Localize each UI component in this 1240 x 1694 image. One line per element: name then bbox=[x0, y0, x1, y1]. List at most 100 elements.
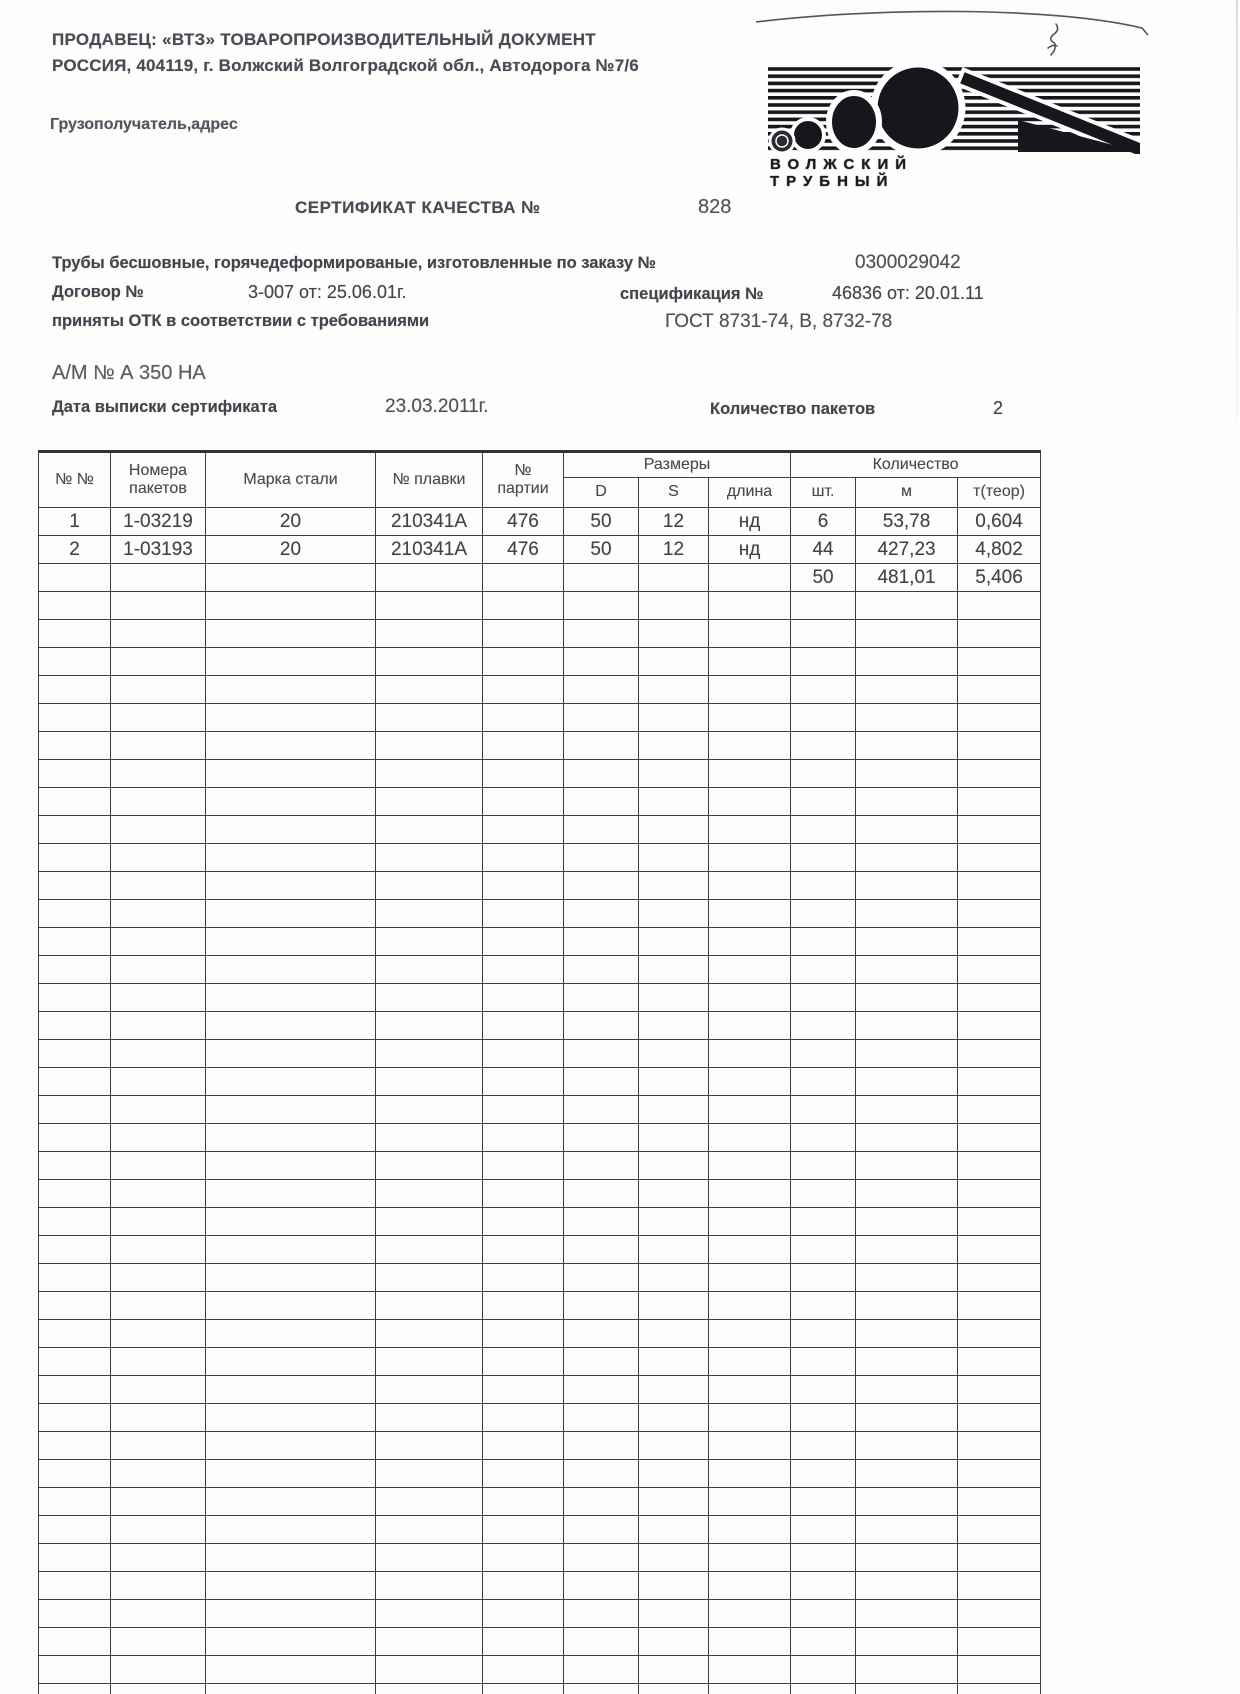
table-cell bbox=[482, 759, 564, 788]
table-cell bbox=[110, 1039, 206, 1068]
table-cell bbox=[707, 1291, 792, 1320]
otk-acceptance-label: приняты ОТК в соответствии с требованиям… bbox=[52, 312, 430, 330]
table-cell bbox=[375, 1683, 483, 1694]
table-cell bbox=[790, 731, 857, 760]
empty-table-row bbox=[38, 1039, 1042, 1068]
table-cell bbox=[110, 1095, 206, 1124]
table-cell bbox=[855, 1207, 959, 1236]
table-cell bbox=[790, 843, 857, 872]
table-cell: 44 bbox=[790, 535, 857, 564]
table-cell bbox=[707, 815, 792, 844]
table-cell bbox=[38, 899, 111, 928]
table-cell bbox=[638, 1123, 709, 1152]
table-cell bbox=[855, 1655, 959, 1684]
empty-table-row bbox=[38, 1011, 1042, 1040]
table-cell bbox=[38, 1235, 111, 1264]
table-cell bbox=[563, 1571, 639, 1600]
table-cell bbox=[563, 1347, 639, 1376]
table-cell bbox=[638, 1683, 709, 1694]
empty-table-row bbox=[38, 1151, 1042, 1180]
table-cell bbox=[790, 815, 857, 844]
table-cell bbox=[790, 955, 857, 984]
table-cell bbox=[205, 1543, 376, 1572]
table-cell bbox=[482, 1179, 564, 1208]
table-cell bbox=[957, 731, 1042, 760]
table-cell bbox=[855, 1291, 959, 1320]
table-cell bbox=[38, 1487, 111, 1516]
table-cell bbox=[482, 1263, 564, 1292]
table-cell bbox=[38, 1627, 111, 1656]
table-cell bbox=[110, 1067, 206, 1096]
table-cell bbox=[957, 1095, 1042, 1124]
table-cell bbox=[638, 983, 709, 1012]
table-cell bbox=[482, 1039, 564, 1068]
table-cell bbox=[957, 1207, 1042, 1236]
empty-table-row bbox=[38, 1403, 1042, 1432]
table-cell bbox=[205, 1235, 376, 1264]
table-cell bbox=[707, 1179, 792, 1208]
table-cell: нд bbox=[707, 535, 792, 564]
table-cell bbox=[790, 1011, 857, 1040]
table-cell bbox=[482, 1123, 564, 1152]
table-cell bbox=[855, 1319, 959, 1348]
table-cell bbox=[482, 1067, 564, 1096]
table-cell bbox=[855, 759, 959, 788]
table-cell bbox=[790, 619, 857, 648]
table-cell bbox=[110, 1431, 206, 1460]
table-cell bbox=[110, 955, 206, 984]
table-cell bbox=[375, 731, 483, 760]
table-cell bbox=[790, 1235, 857, 1264]
table-cell bbox=[957, 1459, 1042, 1488]
table-cell bbox=[957, 815, 1042, 844]
col-header-party-no: № партии bbox=[482, 451, 564, 508]
table-cell bbox=[855, 1263, 959, 1292]
table-cell bbox=[110, 1235, 206, 1264]
table-cell bbox=[855, 1487, 959, 1516]
table-cell bbox=[38, 1683, 111, 1694]
table-cell bbox=[638, 1011, 709, 1040]
empty-table-row bbox=[38, 647, 1042, 676]
table-cell bbox=[957, 1319, 1042, 1348]
table-cell bbox=[38, 1179, 111, 1208]
table-cell bbox=[638, 787, 709, 816]
table-cell: нд bbox=[707, 507, 792, 536]
table-cell bbox=[707, 899, 792, 928]
table-cell bbox=[855, 927, 959, 956]
table-cell bbox=[205, 1683, 376, 1694]
table-cell bbox=[38, 1039, 111, 1068]
table-cell bbox=[563, 703, 639, 732]
empty-table-row bbox=[38, 843, 1042, 872]
table-cell bbox=[205, 759, 376, 788]
table-cell bbox=[563, 1067, 639, 1096]
empty-table-row bbox=[38, 1571, 1042, 1600]
table-cell bbox=[790, 899, 857, 928]
table-cell bbox=[790, 1179, 857, 1208]
table-cell bbox=[563, 1291, 639, 1320]
table-cell bbox=[482, 871, 564, 900]
table-cell bbox=[482, 1151, 564, 1180]
table-cell bbox=[482, 1655, 564, 1684]
table-cell bbox=[957, 759, 1042, 788]
table-cell: 50 bbox=[790, 563, 857, 592]
table-cell bbox=[38, 871, 111, 900]
empty-table-row bbox=[38, 1515, 1042, 1544]
empty-table-row bbox=[38, 1179, 1042, 1208]
table-cell bbox=[957, 1291, 1042, 1320]
table-cell: 1-03219 bbox=[110, 507, 206, 536]
table-cell bbox=[790, 675, 857, 704]
table-cell bbox=[38, 1403, 111, 1432]
table-cell bbox=[482, 1459, 564, 1488]
table-cell bbox=[957, 1627, 1042, 1656]
table-cell bbox=[957, 1179, 1042, 1208]
table-cell bbox=[205, 1151, 376, 1180]
table-cell bbox=[855, 955, 959, 984]
table-cell bbox=[563, 1655, 639, 1684]
table-cell bbox=[38, 647, 111, 676]
product-description-label: Трубы бесшовные, горячедеформированые, и… bbox=[52, 254, 656, 272]
table-cell bbox=[855, 1039, 959, 1068]
table-cell bbox=[707, 619, 792, 648]
table-cell bbox=[482, 1571, 564, 1600]
table-cell bbox=[375, 1627, 483, 1656]
table-cell bbox=[205, 1655, 376, 1684]
table-cell bbox=[563, 1515, 639, 1544]
